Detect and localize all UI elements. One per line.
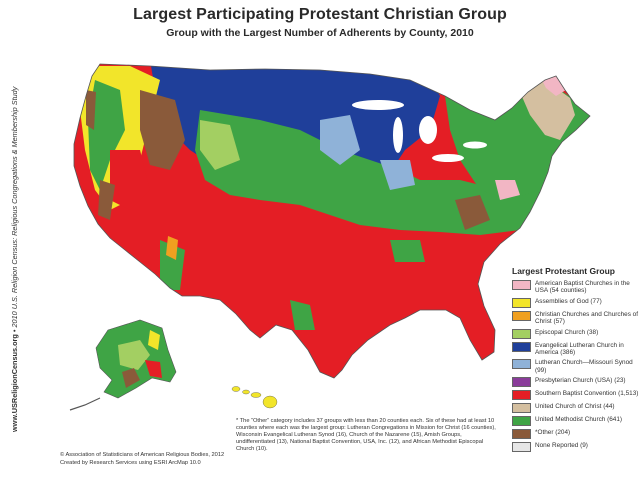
legend-item: Episcopal Church (38): [512, 328, 640, 339]
legend: Largest Protestant Group American Baptis…: [506, 266, 640, 455]
region-texas-methodist: [290, 300, 315, 330]
legend-label: Evangelical Lutheran Church in America (…: [535, 341, 624, 357]
legend-items: American Baptist Churches in the USA (54…: [506, 280, 640, 453]
region-wyoming-episcopal: [200, 120, 240, 170]
legend-item: Evangelical Lutheran Church in America (…: [512, 341, 640, 357]
legend-label: Presbyterian Church (USA) (23): [535, 377, 626, 385]
legend-swatch: [512, 442, 531, 453]
legend-item: United Church of Christ (44): [512, 403, 640, 414]
legend-label: Episcopal Church (38): [535, 328, 599, 336]
region-oregon-coast-other: [86, 90, 96, 130]
legend-label: *Other (204): [535, 429, 571, 437]
legend-item: None Reported (9): [512, 442, 640, 453]
region-nm-methodist: [160, 240, 185, 290]
region-kentucky-methodist: [390, 240, 425, 262]
region-california-other: [98, 180, 115, 220]
legend-label: Assemblies of God (77): [535, 297, 602, 305]
legend-swatch: [512, 429, 531, 440]
legend-swatch: [512, 297, 531, 308]
legend-swatch: [512, 310, 531, 321]
hawaii-inset: [231, 386, 278, 409]
legend-label: United Methodist Church (641): [535, 416, 623, 424]
region-new-england-ucc: [520, 80, 575, 140]
legend-swatch: [512, 403, 531, 414]
legend-label: Christian Churches and Churches of Chris…: [535, 310, 639, 326]
legend-label: None Reported (9): [535, 442, 588, 450]
region-penn-abc: [495, 180, 520, 200]
created-by-credit: Created by Research Services using ESRI …: [60, 460, 201, 466]
legend-item: United Methodist Church (641): [512, 416, 640, 427]
legend-swatch: [512, 328, 531, 339]
legend-label: American Baptist Churches in the USA (54…: [535, 280, 630, 295]
legend-swatch: [512, 359, 531, 370]
region-pacific-methodist: [88, 80, 125, 190]
great-lakes: [352, 100, 487, 162]
region-christian-churches: [166, 236, 178, 260]
legend-item: Christian Churches and Churches of Chris…: [512, 310, 640, 326]
region-missouri-synod: [320, 115, 360, 165]
legend-swatch: [512, 390, 531, 401]
region-missouri-synod-2: [380, 160, 415, 190]
legend-item: *Other (204): [512, 429, 640, 440]
legend-swatch: [512, 341, 531, 352]
footnote: * The “Other” category includes 37 group…: [236, 418, 496, 452]
legend-label: United Church of Christ (44): [535, 403, 615, 411]
legend-item: Presbyterian Church (USA) (23): [512, 377, 640, 388]
legend-item: Assemblies of God (77): [512, 297, 640, 308]
copyright-credit: © Association of Statisticians of Americ…: [60, 452, 225, 458]
legend-label: Lutheran Church—Missouri Synod (99): [535, 359, 633, 374]
legend-item: Southern Baptist Convention (1,513): [512, 390, 640, 401]
map-title: Largest Participating Protestant Christi…: [133, 6, 507, 23]
region-appalachia-other: [455, 195, 490, 230]
map-subtitle: Group with the Largest Number of Adheren…: [166, 27, 474, 39]
legend-swatch: [512, 416, 531, 427]
legend-label: Southern Baptist Convention (1,513): [535, 390, 639, 398]
region-great-basin-baptist: [110, 150, 150, 210]
legend-swatch: [512, 377, 531, 388]
legend-swatch: [512, 280, 531, 290]
region-mountain-other: [140, 90, 185, 170]
alaska-inset: [69, 319, 177, 411]
conus-outline: [73, 63, 591, 379]
legend-title: Largest Protestant Group: [512, 266, 615, 276]
legend-item: American Baptist Churches in the USA (54…: [512, 280, 640, 295]
legend-item: Lutheran Church—Missouri Synod (99): [512, 359, 640, 374]
